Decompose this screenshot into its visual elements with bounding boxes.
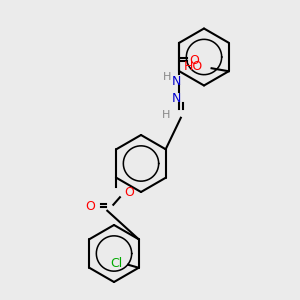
Text: HO: HO: [184, 60, 203, 73]
Text: H: H: [163, 72, 171, 82]
Text: H: H: [162, 110, 170, 120]
Text: O: O: [189, 54, 199, 67]
Text: N: N: [172, 75, 181, 88]
Text: Cl: Cl: [110, 257, 122, 270]
Text: O: O: [85, 200, 95, 213]
Text: O: O: [124, 186, 134, 199]
Text: N: N: [172, 92, 181, 105]
